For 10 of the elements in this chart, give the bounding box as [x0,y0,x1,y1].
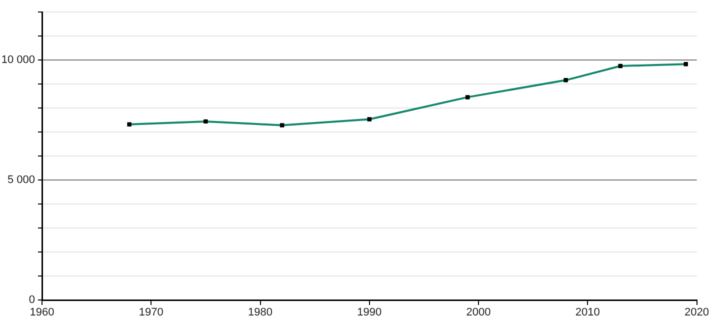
x-tick-label: 2000 [466,306,491,319]
x-tick-label: 1980 [248,306,272,319]
x-tick-label: 1990 [357,306,382,319]
x-tick-label: 1970 [138,306,164,319]
x-tick-label: 2010 [575,306,600,319]
x-tick-label: 2020 [684,306,710,319]
x-tick-label: 1960 [30,306,54,319]
y-tick-label: 10 000 [1,54,35,66]
y-tick-label: 0 [28,294,35,306]
y-tick-label: 5 000 [7,174,35,186]
